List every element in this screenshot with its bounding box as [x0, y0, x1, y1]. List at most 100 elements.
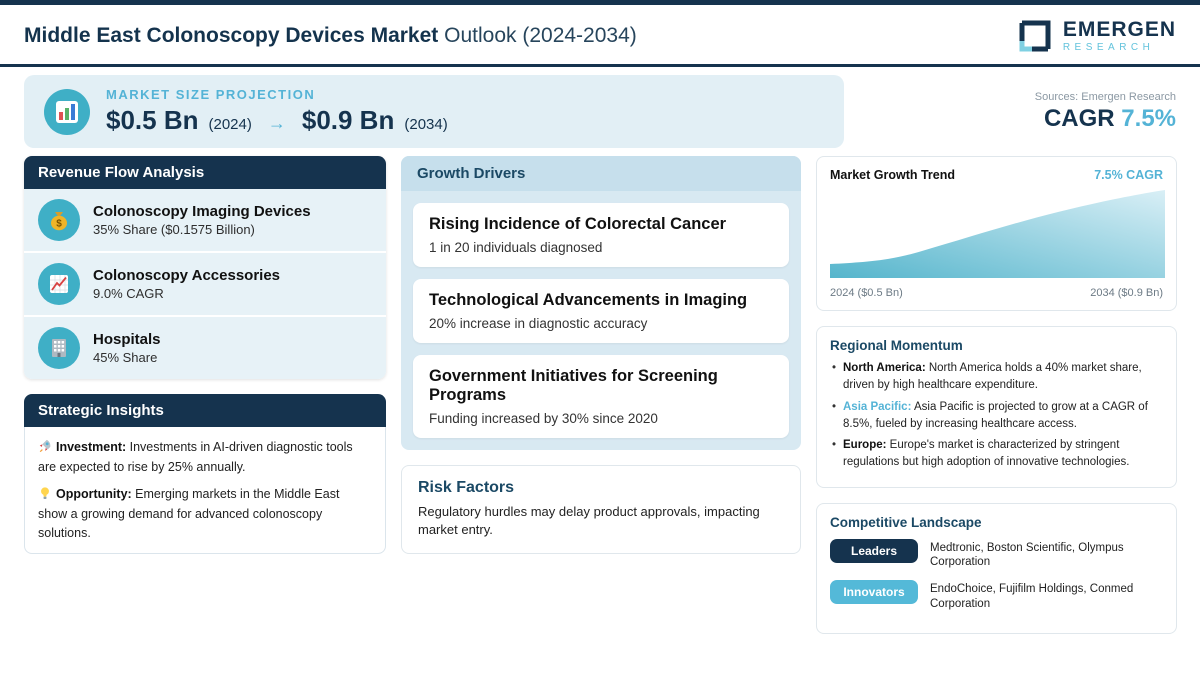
cagr-line: CAGR 7.5% — [1044, 105, 1176, 133]
area-chart — [830, 190, 1165, 283]
projection-text: MARKET SIZE PROJECTION $0.5 Bn (2024) → … — [106, 87, 448, 136]
left-column: Revenue Flow Analysis $ Colonoscopy Imag… — [24, 156, 386, 554]
page-title: Middle East Colonoscopy Devices Market O… — [24, 24, 637, 48]
market-growth-trend-card: Market Growth Trend 7.5% CAGR — [816, 156, 1177, 311]
projection-end-year: (2034) — [404, 116, 448, 133]
innovators-row: Innovators EndoChoice, Fujifilm Holdings… — [830, 580, 1163, 612]
main-columns: Revenue Flow Analysis $ Colonoscopy Imag… — [0, 156, 1200, 635]
leaders-companies: Medtronic, Boston Scientific, Olympus Co… — [930, 541, 1124, 569]
regional-momentum-list: North America: North America holds a 40%… — [830, 360, 1163, 472]
trend-title: Market Growth Trend — [830, 168, 956, 182]
page-title-sub: Outlook (2024-2034) — [438, 23, 637, 47]
trend-axis-labels: 2024 ($0.5 Bn) 2034 ($0.9 Bn) — [830, 287, 1163, 299]
trend-cagr: 7.5% CAGR — [1094, 168, 1163, 182]
revenue-item-text: Hospitals 45% Share — [93, 331, 161, 365]
leaders-row: Leaders Medtronic, Boston Scientific, Ol… — [830, 538, 1163, 571]
cagr-label: CAGR — [1043, 104, 1115, 132]
growth-driver-subtitle: Funding increased by 30% since 2020 — [429, 411, 658, 427]
revenue-item-title: Hospitals — [93, 331, 161, 348]
growth-driver-card: Rising Incidence of Colorectal Cancer 1 … — [413, 203, 789, 267]
revenue-item-text: Colonoscopy Accessories 9.0% CAGR — [93, 267, 280, 301]
lightbulb-icon — [38, 486, 53, 505]
innovators-companies: EndoChoice, Fujifilm Holdings, Conmed Co… — [930, 583, 1134, 611]
trend-end-label: 2034 ($0.9 Bn) — [1090, 287, 1163, 299]
regional-momentum-title: Regional Momentum — [830, 338, 963, 353]
revenue-item-title: Colonoscopy Accessories — [93, 267, 281, 284]
insight-label: Investment: — [56, 440, 127, 454]
sources-note: Sources: Emergen Research — [1034, 90, 1176, 103]
projection-values: $0.5 Bn (2024) → $0.9 Bn (2034) — [106, 105, 448, 136]
rocket-icon — [38, 439, 53, 458]
region-label: Europe: — [843, 439, 887, 451]
strategic-insights-body: Investment: Investments in AI-driven dia… — [24, 427, 386, 554]
logo-line2: RESEARCH — [1062, 41, 1155, 53]
growth-driver-subtitle: 1 in 20 individuals diagnosed — [429, 239, 603, 255]
revenue-item-imaging-devices: $ Colonoscopy Imaging Devices 35% Share … — [24, 189, 386, 251]
right-column: Market Growth Trend 7.5% CAGR — [816, 156, 1177, 635]
logo-line1: EMERGEN — [1062, 17, 1176, 41]
region-text: North America holds a 40% market share, … — [843, 362, 1142, 392]
region-label: Asia Pacific: — [843, 400, 912, 413]
growth-driver-title: Technological Advancements in Imaging — [429, 290, 748, 309]
leaders-badge: Leaders — [830, 538, 918, 563]
growth-driver-card: Government Initiatives for Screening Pro… — [413, 354, 789, 439]
revenue-item-subtitle: 9.0% CAGR — [93, 286, 164, 301]
region-text: Asia Pacific is projected to grow at a C… — [843, 400, 1148, 430]
bar-chart-icon — [44, 88, 90, 135]
page-title-main: Middle East Colonoscopy Devices Market — [24, 23, 439, 47]
risk-factors-title: Risk Factors — [418, 479, 515, 497]
insight-text: Emerging markets in the Middle East show… — [38, 487, 340, 540]
growth-drivers-header: Growth Drivers — [401, 156, 801, 191]
hospital-building-icon — [38, 327, 80, 369]
chart-up-icon — [38, 263, 80, 305]
page-header: Middle East Colonoscopy Devices Market O… — [0, 5, 1200, 67]
strategic-insights-header: Strategic Insights — [24, 394, 386, 427]
revenue-flow-header: Revenue Flow Analysis — [24, 156, 386, 189]
svg-text:$: $ — [56, 219, 62, 230]
trend-header: Market Growth Trend 7.5% CAGR — [830, 168, 1163, 182]
revenue-item-text: Colonoscopy Imaging Devices 35% Share ($… — [93, 203, 311, 237]
growth-driver-title: Government Initiatives for Screening Pro… — [429, 366, 718, 405]
revenue-item-subtitle: 45% Share — [93, 350, 158, 365]
market-size-projection-box: MARKET SIZE PROJECTION $0.5 Bn (2024) → … — [24, 75, 844, 148]
growth-driver-card: Technological Advancements in Imaging 20… — [413, 278, 789, 343]
region-asia-pacific: Asia Pacific: Asia Pacific is projected … — [830, 399, 1163, 434]
trend-start-label: 2024 ($0.5 Bn) — [830, 287, 903, 299]
insight-opportunity: Opportunity: Emerging markets in the Mid… — [38, 485, 372, 541]
projection-start-year: (2024) — [208, 116, 252, 133]
strategic-insights-panel: Strategic Insights Investment: Investmen… — [24, 394, 386, 554]
region-north-america: North America: North America holds a 40%… — [830, 360, 1163, 395]
middle-column: Growth Drivers Rising Incidence of Color… — [401, 156, 801, 554]
risk-factors-panel: Risk Factors Regulatory hurdles may dela… — [401, 465, 801, 554]
growth-drivers-panel: Growth Drivers Rising Incidence of Color… — [401, 156, 801, 451]
emergen-logo: EMERGEN RESEARCH — [1016, 17, 1176, 55]
revenue-item-accessories: Colonoscopy Accessories 9.0% CAGR — [24, 251, 386, 315]
competitive-landscape-card: Competitive Landscape Leaders Medtronic,… — [816, 502, 1177, 635]
region-europe: Europe: Europe's market is characterized… — [830, 437, 1163, 472]
emergen-logo-text: EMERGEN RESEARCH — [1063, 19, 1176, 53]
revenue-item-title: Colonoscopy Imaging Devices — [93, 203, 311, 220]
projection-label: MARKET SIZE PROJECTION — [106, 87, 316, 102]
competitive-landscape-title: Competitive Landscape — [830, 514, 982, 530]
innovators-badge: Innovators — [830, 580, 918, 605]
revenue-flow-panel: Revenue Flow Analysis $ Colonoscopy Imag… — [24, 156, 386, 379]
insight-label: Opportunity: — [56, 487, 132, 502]
region-label: North America: — [843, 362, 926, 374]
revenue-flow-body: $ Colonoscopy Imaging Devices 35% Share … — [24, 189, 386, 379]
growth-drivers-cards: Rising Incidence of Colorectal Cancer 1 … — [401, 191, 801, 450]
insight-text: Investments in AI-driven diagnostic tool… — [38, 440, 353, 475]
emergen-logo-icon — [1016, 17, 1054, 55]
region-text: Europe's market is characterized by stri… — [843, 439, 1130, 469]
insight-investment: Investment: Investments in AI-driven dia… — [38, 438, 372, 476]
projection-start-value: $0.5 Bn — [106, 105, 199, 135]
revenue-item-hospitals: Hospitals 45% Share — [24, 315, 386, 379]
growth-driver-subtitle: 20% increase in diagnostic accuracy — [429, 315, 648, 331]
revenue-item-subtitle: 35% Share ($0.1575 Billion) — [93, 222, 255, 237]
arrow-right-icon: → — [267, 113, 286, 133]
projection-strip: MARKET SIZE PROJECTION $0.5 Bn (2024) → … — [0, 67, 1200, 148]
cagr-block: Sources: Emergen Research CAGR 7.5% — [1035, 75, 1176, 148]
regional-momentum-card: Regional Momentum North America: North A… — [816, 326, 1177, 488]
money-bag-icon: $ — [38, 199, 80, 241]
cagr-value: 7.5% — [1121, 104, 1176, 132]
projection-end-value: $0.9 Bn — [301, 105, 395, 135]
